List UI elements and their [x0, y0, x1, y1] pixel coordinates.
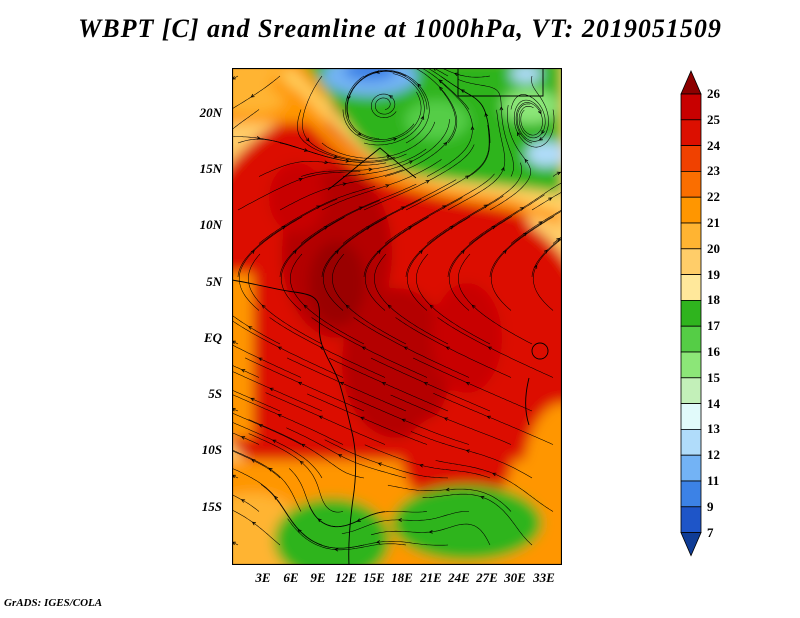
lon-tick-label: 33E [533, 570, 555, 585]
colorbar-tick-label: 14 [707, 396, 720, 411]
lon-tick-label: 24E [448, 570, 470, 585]
streamlines-layer [232, 68, 562, 552]
lat-tick-label: EQ [203, 330, 222, 345]
lon-tick-label: 15E [363, 570, 385, 585]
lat-tick-label: 5N [206, 274, 222, 289]
colorbar-bar [680, 69, 702, 559]
lon-tick-label: 18E [391, 570, 413, 585]
colorbar-tick-label: 20 [707, 241, 720, 256]
lat-tick-label: 20N [199, 105, 222, 120]
colorbar-tick-label: 15 [707, 370, 720, 385]
colorbar-tick-label: 21 [707, 215, 720, 230]
colorbar-tick-label: 23 [707, 163, 720, 178]
lon-tick-label: 12E [335, 570, 357, 585]
colorbar-tick-label: 24 [707, 138, 720, 153]
lat-tick-label: 15N [199, 161, 222, 176]
colorbar-tick-label: 26 [707, 86, 720, 101]
colorbar-tick-label: 22 [707, 189, 720, 204]
lon-tick-label: 21E [420, 570, 442, 585]
colorbar-tick-label: 25 [707, 112, 720, 127]
map-canvas [232, 68, 562, 565]
colorbar-tick-label: 17 [707, 318, 720, 333]
colorbar-tick-label: 9 [707, 499, 714, 514]
shaded-contour-fill-layer [232, 68, 562, 565]
colorbar-tick-label: 18 [707, 292, 720, 307]
colorbar-tick-label: 19 [707, 267, 720, 282]
lon-tick-label: 27E [476, 570, 498, 585]
lon-tick-label: 9E [310, 570, 326, 585]
colorbar-tick-label: 16 [707, 344, 720, 359]
colorbar-tick-label: 11 [707, 473, 720, 488]
lat-tick-label: 10S [201, 442, 222, 457]
lon-tick-label: 6E [283, 570, 299, 585]
plot-title: WBPT [C] and Sreamline at 1000hPa, VT: 2… [78, 14, 722, 43]
lat-tick-label: 15S [201, 499, 222, 514]
grads-attribution: GrADS: IGES/COLA [4, 597, 103, 609]
lat-tick-label: 5S [208, 386, 222, 401]
colorbar-tick-label: 12 [707, 447, 720, 462]
lat-tick-label: 10N [199, 217, 222, 232]
lon-tick-label: 30E [504, 570, 526, 585]
map-frame [232, 68, 562, 565]
colorbar-tick-label: 7 [707, 525, 714, 540]
colorbar-tick-label: 13 [707, 421, 720, 436]
lon-tick-label: 3E [255, 570, 271, 585]
